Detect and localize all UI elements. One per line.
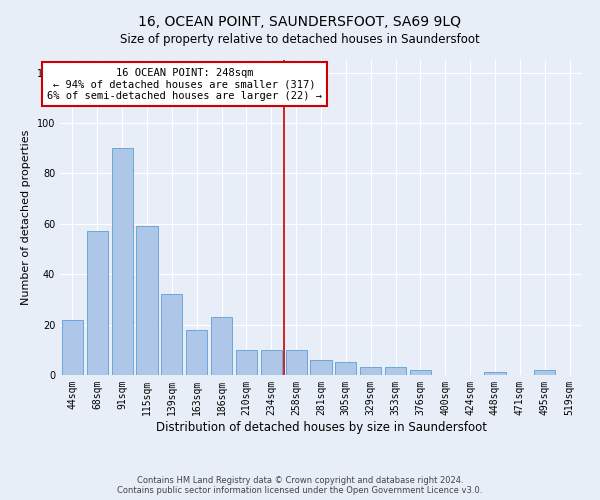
Bar <box>87 232 108 375</box>
Bar <box>335 362 356 375</box>
Text: 16, OCEAN POINT, SAUNDERSFOOT, SA69 9LQ: 16, OCEAN POINT, SAUNDERSFOOT, SA69 9LQ <box>139 15 461 29</box>
Text: Size of property relative to detached houses in Saundersfoot: Size of property relative to detached ho… <box>120 32 480 46</box>
Bar <box>534 370 555 375</box>
X-axis label: Distribution of detached houses by size in Saundersfoot: Distribution of detached houses by size … <box>155 420 487 434</box>
Bar <box>62 320 83 375</box>
Text: Contains HM Land Registry data © Crown copyright and database right 2024.
Contai: Contains HM Land Registry data © Crown c… <box>118 476 482 495</box>
Text: 16 OCEAN POINT: 248sqm
← 94% of detached houses are smaller (317)
6% of semi-det: 16 OCEAN POINT: 248sqm ← 94% of detached… <box>47 68 322 101</box>
Bar <box>211 317 232 375</box>
Bar <box>360 368 381 375</box>
Bar <box>484 372 506 375</box>
Bar <box>385 368 406 375</box>
Bar <box>112 148 133 375</box>
Y-axis label: Number of detached properties: Number of detached properties <box>21 130 31 305</box>
Bar <box>186 330 207 375</box>
Bar <box>286 350 307 375</box>
Bar <box>136 226 158 375</box>
Bar <box>261 350 282 375</box>
Bar <box>161 294 182 375</box>
Bar <box>410 370 431 375</box>
Bar <box>310 360 332 375</box>
Bar <box>236 350 257 375</box>
